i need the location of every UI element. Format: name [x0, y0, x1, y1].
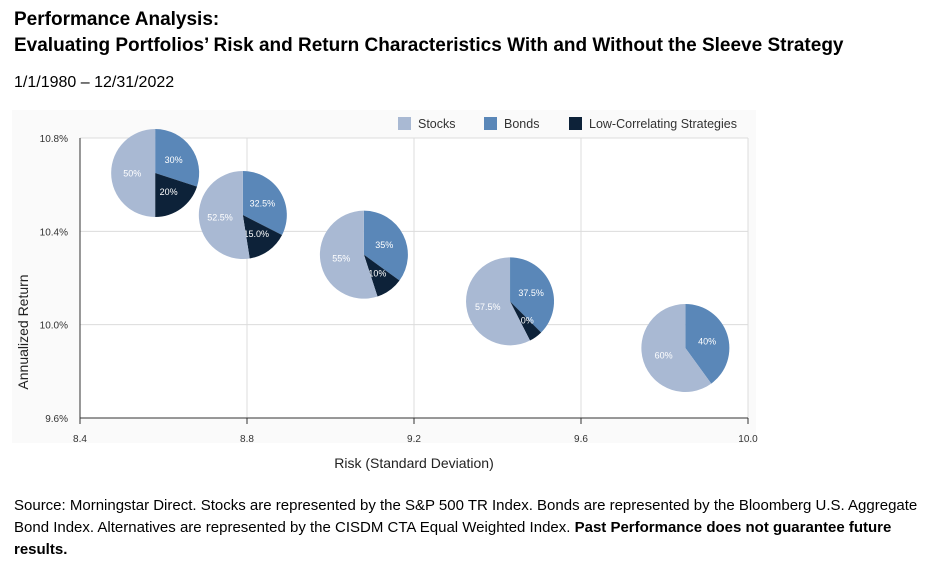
pie-slice-label: 60% [655, 351, 673, 361]
legend-swatch [569, 117, 582, 130]
pie-slice-label: 35% [375, 240, 393, 250]
y-tick-label: 9.6% [45, 414, 68, 425]
pie-slice-bonds [155, 129, 200, 187]
x-axis-label: Risk (Standard Deviation) [334, 455, 494, 471]
pie-marker: 32.5% 15.0% 52.5% [198, 171, 287, 259]
pie-slice-stocks [319, 210, 378, 299]
pie-slice-stocks [466, 257, 531, 346]
page-title-line1: Performance Analysis: [14, 9, 220, 30]
legend-label: Bonds [504, 117, 539, 131]
performance-disclaimer: Past Performance does not guarantee futu… [14, 519, 892, 558]
grid-lines [80, 137, 749, 418]
legend-swatch [484, 117, 497, 130]
x-tick-label: 8.8 [240, 434, 254, 445]
footer-source: Source: Morningstar Direct. Stocks are r… [14, 495, 930, 561]
y-tick-label: 10.8% [40, 134, 68, 145]
legend: Stocks Bonds Low-Correlating Strategies [398, 117, 737, 131]
y-tick-label: 10.4% [40, 227, 68, 238]
pie-slice-label: 50% [123, 169, 141, 179]
source-note: Source: Morningstar Direct. Stocks are r… [14, 497, 918, 536]
pie-slice-label: 55% [332, 254, 350, 264]
legend-label: Low-Correlating Strategies [589, 117, 737, 131]
pie-slice-label: 52.5% [207, 212, 233, 222]
y-axis-label: Annualized Return [15, 274, 31, 389]
pie-slice-bonds [363, 210, 408, 281]
pie-slice-stocks [198, 171, 250, 259]
pie-marker: 35% 10% 55% [319, 210, 408, 299]
pie-slice-low-correlating [363, 254, 400, 297]
pie-marker: 30% 20% 50% [111, 129, 200, 217]
x-tick-label: 8.4 [73, 434, 87, 445]
pie-marker: 40% 60% [641, 304, 730, 392]
pie-slice-label: 15.0% [244, 229, 270, 239]
pie-markers: 30% 20% 50% 32.5% 15.0% 52.5% 35% 10% 55% 37.5% 5.… [111, 129, 730, 392]
page-title-line2: Evaluating Portfolios’ Risk and Return C… [14, 35, 844, 56]
legend-swatch [398, 117, 411, 130]
pie-slice-label: 37.5% [518, 288, 544, 298]
pie-slice-low-correlating [242, 215, 283, 259]
pie-slice-stocks [111, 129, 156, 217]
pie-slice-label: 20% [160, 187, 178, 197]
pie-slice-label: 10% [368, 269, 386, 279]
x-tick-label: 9.6 [574, 434, 588, 445]
pie-slice-label: 30% [165, 155, 183, 165]
pie-slice-stocks [641, 304, 712, 392]
date-range: 1/1/1980 – 12/31/2022 [14, 74, 175, 91]
pie-slice-label: 40% [698, 336, 716, 346]
x-tick-label: 9.2 [407, 434, 421, 445]
pie-slice-low-correlating [155, 173, 197, 217]
pie-slice-bonds [510, 257, 555, 333]
x-tick-label: 10.0 [738, 434, 758, 445]
pie-slice-label: 5.0% [513, 315, 534, 325]
pie-slice-bonds [242, 171, 287, 235]
pie-slice-label: 57.5% [475, 302, 501, 312]
pie-slice-label: 32.5% [250, 199, 276, 209]
axes: 8.4 8.8 9.2 9.6 10.0 10.8% 10.4% 10.0% 9.6% [40, 134, 759, 445]
risk-return-chart: 8.4 8.8 9.2 9.6 10.0 10.8% 10.4% 10.0% 9.6% 30% 2… [12, 110, 759, 471]
legend-label: Stocks [418, 117, 456, 131]
pie-marker: 37.5% 5.0% 57.5% [466, 257, 555, 346]
pie-slice-low-correlating [510, 301, 542, 341]
y-tick-label: 10.0% [40, 321, 68, 332]
pie-slice-bonds [685, 304, 730, 384]
